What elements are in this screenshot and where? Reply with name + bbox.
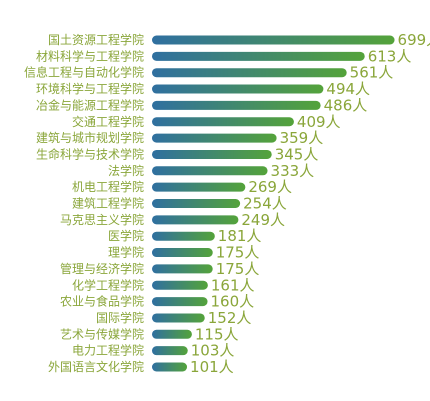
bar-row: 艺术与传媒学院 115人 <box>60 325 239 343</box>
value-label: 345人 <box>275 145 319 163</box>
bar <box>152 231 215 241</box>
value-label: 486人 <box>324 96 368 114</box>
category-label: 医学院 <box>108 228 144 243</box>
bar <box>152 117 294 127</box>
bar <box>152 280 208 290</box>
bar <box>152 329 192 339</box>
value-label: 561人 <box>350 64 394 82</box>
bar <box>152 51 365 61</box>
bar <box>152 182 246 192</box>
bar-row: 管理与经济学院 175人 <box>60 260 259 278</box>
bar-row: 马克思主义学院 249人 <box>60 211 285 229</box>
bar <box>152 362 188 372</box>
category-label: 外国语言文化学院 <box>48 359 144 374</box>
bar-row: 法学院 333人 <box>108 162 314 180</box>
bar-row: 信息工程与自动化学院 561人 <box>24 64 393 82</box>
bar <box>152 100 321 110</box>
value-label: 269人 <box>248 178 292 196</box>
value-label: 152人 <box>208 309 252 327</box>
bar <box>152 215 239 225</box>
category-label: 管理与经济学院 <box>60 261 144 276</box>
bar <box>152 84 324 94</box>
category-label: 环境科学与工程学院 <box>36 81 144 96</box>
value-label: 494人 <box>326 80 370 98</box>
value-label: 161人 <box>211 276 255 294</box>
bar-row: 冶金与能源工程学院 486人 <box>36 96 367 114</box>
bar <box>152 248 213 258</box>
bar-row: 环境科学与工程学院 494人 <box>36 80 370 98</box>
category-label: 机电工程学院 <box>72 179 144 194</box>
category-label: 艺术与传媒学院 <box>60 326 144 341</box>
bar <box>152 149 272 159</box>
bar <box>152 166 268 176</box>
bar-row: 电力工程学院 103人 <box>72 342 234 360</box>
category-label: 电力工程学院 <box>72 343 144 358</box>
category-label: 生命科学与技术学院 <box>36 146 144 161</box>
category-label: 化学工程学院 <box>72 277 144 292</box>
bar-row: 建筑与城市规划学院 359人 <box>36 129 323 147</box>
bar <box>152 346 188 356</box>
bar-row: 外国语言文化学院 101人 <box>48 358 234 376</box>
category-label: 马克思主义学院 <box>60 212 144 227</box>
value-label: 103人 <box>191 342 235 360</box>
value-label: 115人 <box>195 325 239 343</box>
category-label: 国土资源工程学院 <box>48 32 144 47</box>
bar <box>152 313 205 323</box>
bar <box>152 133 277 143</box>
category-label: 材料科学与工程学院 <box>36 48 144 63</box>
value-label: 181人 <box>218 227 262 245</box>
category-label: 建筑与城市规划学院 <box>36 130 144 145</box>
bar <box>152 297 208 307</box>
value-label: 175人 <box>216 260 260 278</box>
value-label: 249人 <box>241 211 285 229</box>
bar <box>152 264 213 274</box>
value-label: 254人 <box>243 195 287 213</box>
bar-row: 交通工程学院 409人 <box>72 113 341 131</box>
bar <box>152 199 241 208</box>
bar-row: 建筑工程学院 254人 <box>72 195 287 213</box>
category-label: 国际学院 <box>96 310 144 325</box>
value-label: 333人 <box>271 162 315 180</box>
category-label: 法学院 <box>108 163 144 178</box>
bar <box>152 68 347 78</box>
bar-row: 医学院 181人 <box>108 227 261 245</box>
category-label: 农业与食品学院 <box>60 294 144 309</box>
value-label: 359人 <box>280 129 324 147</box>
bar-row: 国际学院 152人 <box>96 309 251 327</box>
category-label: 信息工程与自动化学院 <box>24 65 144 80</box>
bar-row: 国土资源工程学院 699人 <box>48 31 430 49</box>
category-label: 冶金与能源工程学院 <box>36 97 144 112</box>
value-label: 409人 <box>297 113 341 131</box>
value-label: 101人 <box>190 358 234 376</box>
bar-row: 材料科学与工程学院 613人 <box>36 47 411 65</box>
bar <box>152 35 395 45</box>
bar-row: 农业与食品学院 160人 <box>60 293 254 311</box>
value-label: 613人 <box>368 47 412 65</box>
category-label: 交通工程学院 <box>72 114 144 129</box>
bar-row: 生命科学与技术学院 345人 <box>36 145 318 163</box>
value-label: 699人 <box>398 31 430 49</box>
category-label: 建筑工程学院 <box>72 196 144 211</box>
bar-row: 理学院 175人 <box>108 244 259 262</box>
value-label: 175人 <box>216 244 260 262</box>
bar-row: 化学工程学院 161人 <box>72 276 255 294</box>
bar-row: 机电工程学院 269人 <box>72 178 292 196</box>
value-label: 160人 <box>211 293 255 311</box>
bars-layer: 国土资源工程学院699人材料科学与工程学院613人信息工程与自动化学院561人环… <box>24 31 430 376</box>
category-label: 理学院 <box>108 245 144 260</box>
